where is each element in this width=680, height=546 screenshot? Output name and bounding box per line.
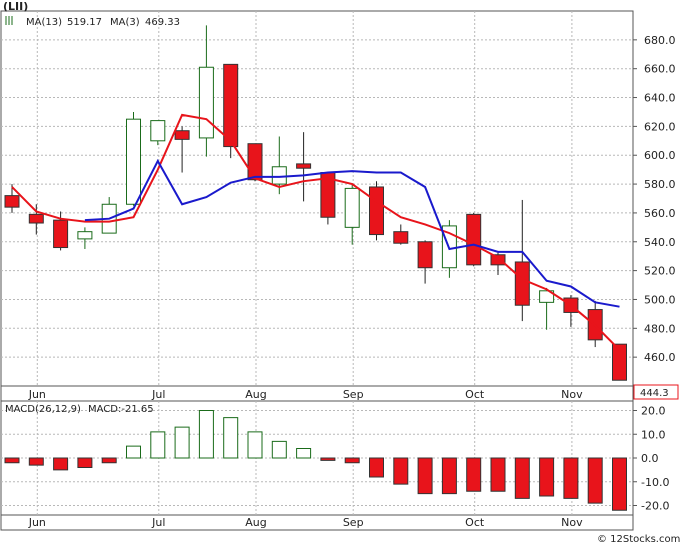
candle-body — [539, 290, 555, 303]
month-label: Nov — [561, 388, 583, 401]
last-price-tag — [633, 384, 679, 400]
price-tick-label: 640.0 — [644, 92, 676, 105]
candle-body — [247, 143, 263, 181]
price-tick-label: 620.0 — [644, 120, 676, 133]
macd-tick-label: -10.0 — [641, 476, 669, 489]
macd-bar — [28, 457, 44, 466]
month-label: Oct — [465, 516, 485, 529]
candle-body — [4, 195, 20, 208]
macd-bar — [417, 457, 433, 495]
macd-bar — [4, 457, 20, 464]
candle-body — [150, 120, 166, 142]
last-price-value: 444.3 — [640, 388, 669, 399]
ma3-line — [84, 158, 620, 308]
macd-bar — [101, 457, 117, 464]
month-label: Sep — [343, 516, 364, 529]
month-label: Jun — [28, 516, 46, 529]
macd-bar — [296, 448, 312, 459]
macd-bar — [466, 457, 482, 492]
month-label: Aug — [245, 516, 266, 529]
candle-body — [417, 241, 433, 269]
price-tick-label: 480.0 — [644, 322, 676, 335]
legend-candle-icon — [5, 16, 13, 25]
macd-tick-label: 10.0 — [641, 428, 666, 441]
price-tick-label: 560.0 — [644, 207, 676, 220]
macd-bar — [150, 431, 166, 459]
candle-body — [53, 219, 69, 249]
macd-bar — [174, 426, 190, 459]
month-label: Jun — [28, 388, 46, 401]
macd-bar — [344, 457, 360, 464]
month-label: Sep — [343, 388, 364, 401]
macd-bar — [320, 457, 336, 461]
macd-tick-label: 0.0 — [641, 452, 659, 465]
macd-bar — [563, 457, 579, 499]
macd-bar — [271, 440, 287, 459]
candle-body — [514, 261, 530, 306]
macd-bar — [514, 457, 530, 499]
macd-tick-label: 20.0 — [641, 405, 666, 418]
candle-body — [490, 254, 506, 266]
chart-symbol: (LII) — [3, 0, 28, 13]
ma3-legend-value: 469.33 — [145, 17, 180, 28]
macd-bar — [490, 457, 506, 492]
candle-body — [612, 343, 627, 381]
price-tick-label: 600.0 — [644, 149, 676, 162]
price-panel — [0, 10, 634, 402]
macd-legend-value: MACD:-21.65 — [88, 404, 154, 415]
price-tick-label: 500.0 — [644, 293, 676, 306]
month-label: Aug — [245, 388, 266, 401]
macd-bar — [539, 457, 555, 497]
macd-bar — [587, 457, 603, 504]
watermark: © 12Stocks.com — [597, 534, 680, 545]
macd-bar — [369, 457, 384, 478]
candle-body — [223, 63, 239, 148]
macd-bar — [441, 457, 457, 495]
macd-bar — [247, 431, 263, 459]
month-label: Nov — [561, 516, 583, 529]
macd-bar — [198, 410, 214, 459]
candle-body — [466, 213, 482, 266]
ma13-legend-label: MA(13) — [26, 17, 62, 28]
candle-body — [28, 213, 44, 224]
ma13-line — [11, 113, 621, 351]
candle-body — [174, 130, 190, 140]
candle-body — [77, 231, 93, 240]
price-tick-label: 660.0 — [644, 63, 676, 76]
price-tick-label: 460.0 — [644, 351, 676, 364]
macd-legend-label: MACD(26,12,9) — [5, 404, 81, 415]
macd-panel — [0, 400, 634, 531]
candle-body — [126, 118, 141, 205]
candle-body — [296, 163, 312, 169]
price-tick-label: 540.0 — [644, 236, 676, 249]
macd-bar — [126, 445, 141, 459]
macd-tick-label: -20.0 — [641, 500, 669, 513]
price-tick-label: 580.0 — [644, 178, 676, 191]
price-tick-label: 520.0 — [644, 265, 676, 278]
month-label: Oct — [465, 388, 485, 401]
macd-bar — [53, 457, 69, 471]
candle-body — [271, 166, 287, 185]
month-label: Jul — [151, 388, 165, 401]
ma3-legend-label: MA(3) — [110, 17, 140, 28]
ma13-legend-value: 519.17 — [67, 17, 102, 28]
candle-body — [198, 66, 214, 139]
macd-bar — [223, 417, 239, 459]
candle-body — [393, 231, 409, 244]
macd-bar — [77, 457, 93, 468]
macd-bar — [612, 457, 627, 511]
month-label: Jul — [151, 516, 165, 529]
candle-body — [344, 187, 360, 228]
candle-body — [369, 186, 384, 236]
macd-bar — [393, 457, 409, 485]
price-tick-label: 680.0 — [644, 34, 676, 47]
